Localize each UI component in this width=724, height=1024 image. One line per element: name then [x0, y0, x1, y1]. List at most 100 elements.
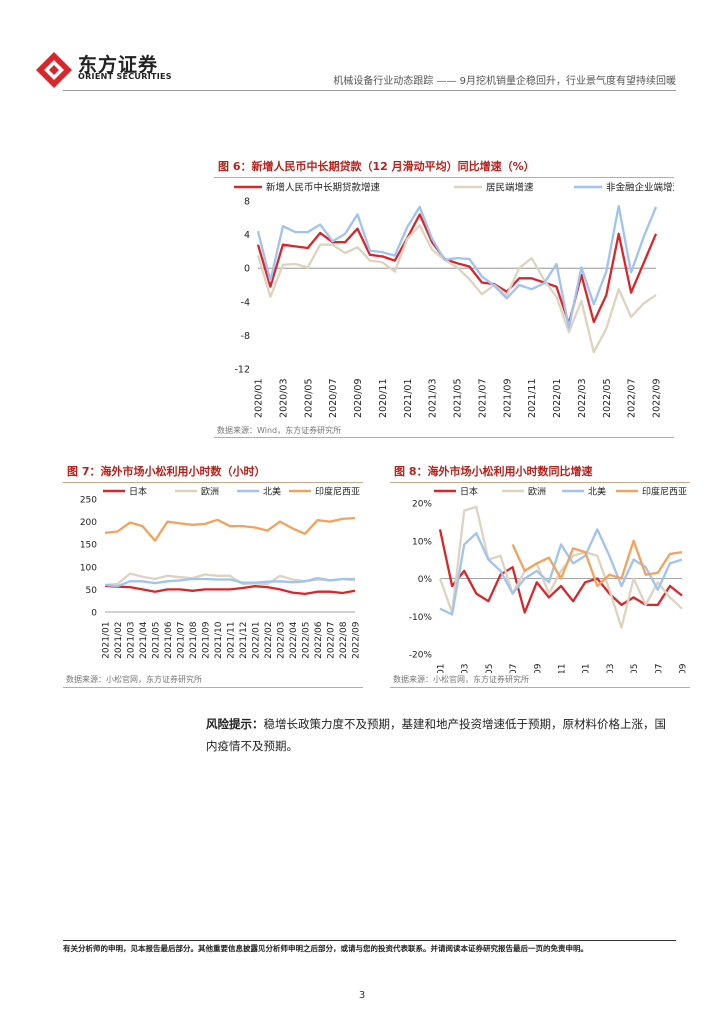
fig6-legend-label: 非金融企业端增速 [606, 182, 674, 194]
figure-8-bottom-rule [390, 687, 690, 688]
header-divider [63, 90, 676, 91]
figure-6: 图 6：新增人民币中长期贷款（12 月滑动平均）同比增速（%） 新增人民币中长期… [214, 156, 674, 439]
fig7-x-tick-label: 2021/03 [127, 622, 137, 659]
fig6-x-tick-label: 2021/09 [502, 379, 513, 418]
risk-warning: 风险提示：稳增长政策力度不及预期，基建和地产投资增速低于预期，原材料价格上涨，国… [206, 713, 674, 757]
fig8-legend-label: 北美 [588, 486, 606, 498]
fig7-x-tick-label: 2021/07 [177, 622, 187, 659]
fig8-series-line-1 [438, 529, 683, 614]
fig7-legend-label: 欧洲 [201, 486, 219, 498]
fig6-x-tick-label: 2020/11 [378, 379, 389, 418]
fig7-y-tick-label: 150 [80, 541, 97, 551]
fig8-y-tick-label: -10% [409, 613, 433, 623]
fig6-x-tick-label: 2022/09 [652, 379, 663, 418]
fig8-y-tick-label: 0% [418, 575, 433, 585]
fig8-x-tick-label: 2022/01 [582, 664, 592, 674]
fig7-y-tick-label: 50 [86, 586, 98, 596]
figure-7-source: 数据来源：小松官网，东方证券研究所 [66, 675, 202, 684]
fig7-x-tick-label: 2021/02 [114, 622, 124, 659]
figure-8: 图 8：海外市场小松利用小时数同比增速 日本 欧洲 北美 印度尼西亚 -20% -10% 0… [390, 461, 690, 689]
fig8-x-tick-label: 2021/03 [461, 664, 471, 674]
fig8-x-tick-label: 2021/07 [509, 664, 519, 674]
fig6-x-tick-label: 2022/07 [627, 379, 638, 418]
fig7-y-tick-label: 250 [80, 496, 97, 506]
fig7-x-tick-label: 2022/04 [289, 621, 299, 659]
fig6-y-tick-label: -12 [234, 365, 250, 376]
fig7-x-tick-label: 2022/01 [252, 622, 262, 659]
fig7-x-tick-label: 2021/01 [102, 622, 112, 659]
fig7-x-tick-label: 2022/06 [314, 621, 324, 659]
fig6-x-tick-label: 2021/07 [477, 379, 488, 418]
fig8-x-tick-label: 2022/05 [630, 664, 640, 674]
fig7-series-line-3 [104, 576, 355, 588]
fig7-legend-label: 日本 [129, 486, 147, 498]
figure-7-chart: 日本 欧洲 北美 印度尼西亚 0 50 100 150 200 250 2021/01 2021/02… [80, 486, 362, 659]
fig7-x-tick-label: 2021/11 [227, 622, 237, 659]
fig7-series-line-1 [104, 584, 356, 596]
fig7-y-tick-label: 0 [91, 609, 97, 619]
figure-8-chart: 日本 欧洲 北美 印度尼西亚 -20% -10% 0% 10% 20% 2021/01 2021/0… [409, 486, 689, 674]
fig6-y-tick-label: 0 [244, 264, 250, 275]
fig6-x-tick-label: 2021/05 [453, 379, 464, 418]
fig6-y-tick-label: -4 [241, 297, 250, 308]
figure-7-title: 图 7：海外市场小松利用小时数（小时） [63, 461, 363, 483]
fig6-y-tick-label: 8 [244, 197, 250, 208]
fig7-x-tick-label: 2022/08 [339, 621, 349, 659]
fig7-x-tick-label: 2021/08 [189, 621, 199, 659]
footer-divider [63, 940, 676, 941]
fig8-y-tick-label: 10% [412, 537, 432, 547]
fig6-legend-label: 居民端增速 [486, 182, 534, 194]
figure-8-source: 数据来源：小松官网，东方证券研究所 [393, 675, 529, 684]
fig6-x-tick-label: 2020/09 [353, 379, 364, 418]
fig6-legend-label: 新增人民币中长期贷款增速 [266, 182, 381, 194]
fig8-legend-label: 日本 [460, 486, 478, 498]
fig7-x-tick-label: 2021/09 [202, 621, 212, 659]
fig6-x-tick-label: 2022/05 [602, 379, 613, 418]
fig6-x-tick-label: 2020/05 [303, 379, 314, 418]
fig6-x-tick-label: 2020/03 [278, 379, 289, 418]
fig6-series-line-1 [256, 213, 658, 325]
figure-8-title: 图 8：海外市场小松利用小时数同比增速 [390, 461, 690, 483]
fig6-x-tick-label: 2021/03 [428, 379, 439, 418]
fig6-x-tick-label: 2020/01 [254, 379, 265, 418]
fig7-x-tick-label: 2022/02 [264, 622, 274, 659]
brand-name-cn: 东方证券 [78, 54, 159, 76]
fig8-x-tick-label: 2022/09 [679, 663, 689, 673]
fig7-series-line-4 [104, 516, 356, 542]
brand-name-en: ORIENT SECURITIES [78, 72, 172, 81]
fig6-y-tick-label: -8 [241, 331, 250, 342]
fig7-x-tick-label: 2021/05 [152, 622, 162, 659]
report-title: 机械设备行业动态跟踪 —— 9月挖机销量企稳回升，行业景气度有望持续回暖 [333, 76, 676, 87]
risk-warning-text: 稳增长政策力度不及预期，基建和地产投资增速低于预期，原材料价格上涨，国内疫情不及… [206, 717, 666, 753]
fig8-x-tick-label: 2022/03 [606, 664, 616, 674]
figure-7: 图 7：海外市场小松利用小时数（小时） 日本 欧洲 北美 印度尼西亚 0 50 100 150… [63, 461, 363, 689]
orient-securities-logo [36, 52, 72, 88]
fig7-x-tick-label: 2022/03 [277, 622, 287, 659]
fig8-x-tick-label: 2022/07 [654, 664, 664, 674]
fig7-x-tick-label: 2021/12 [239, 622, 249, 659]
figure-6-title: 图 6：新增人民币中长期贷款（12 月滑动平均）同比增速（%） [214, 156, 674, 178]
fig8-y-tick-label: -20% [409, 651, 433, 661]
risk-warning-label: 风险提示： [206, 717, 264, 731]
fig6-series-line-2 [256, 224, 657, 354]
fig6-x-tick-label: 2020/07 [328, 379, 339, 418]
figure-6-chart: 新增人民币中长期贷款增速 居民端增速 非金融企业端增速 -12 -8 -4 0 4 8 2020/… [234, 182, 674, 418]
figure-6-source: 数据来源：Wind，东方证券研究所 [217, 426, 342, 435]
fig7-y-tick-label: 200 [80, 518, 97, 528]
fig8-x-tick-label: 2021/01 [437, 664, 447, 674]
fig8-legend-label: 印度尼西亚 [642, 486, 687, 498]
figure-6-bottom-rule [214, 437, 674, 438]
fig8-legend-label: 欧洲 [528, 486, 546, 498]
fig6-x-tick-label: 2022/01 [552, 379, 563, 418]
fig6-x-tick-label: 2021/11 [527, 379, 538, 418]
fig7-y-tick-label: 100 [80, 563, 97, 573]
fig7-x-tick-label: 2022/09 [352, 621, 362, 659]
fig8-x-tick-label: 2021/11 [558, 664, 568, 674]
fig8-x-tick-label: 2021/05 [485, 664, 495, 674]
fig8-y-tick-label: 20% [412, 500, 432, 510]
fig7-x-tick-label: 2021/10 [214, 621, 224, 659]
fig7-x-tick-label: 2022/07 [327, 622, 337, 659]
page-number: 3 [358, 990, 366, 1001]
fig8-x-tick-label: 2021/09 [533, 663, 543, 673]
fig6-series-line-3 [256, 204, 658, 329]
